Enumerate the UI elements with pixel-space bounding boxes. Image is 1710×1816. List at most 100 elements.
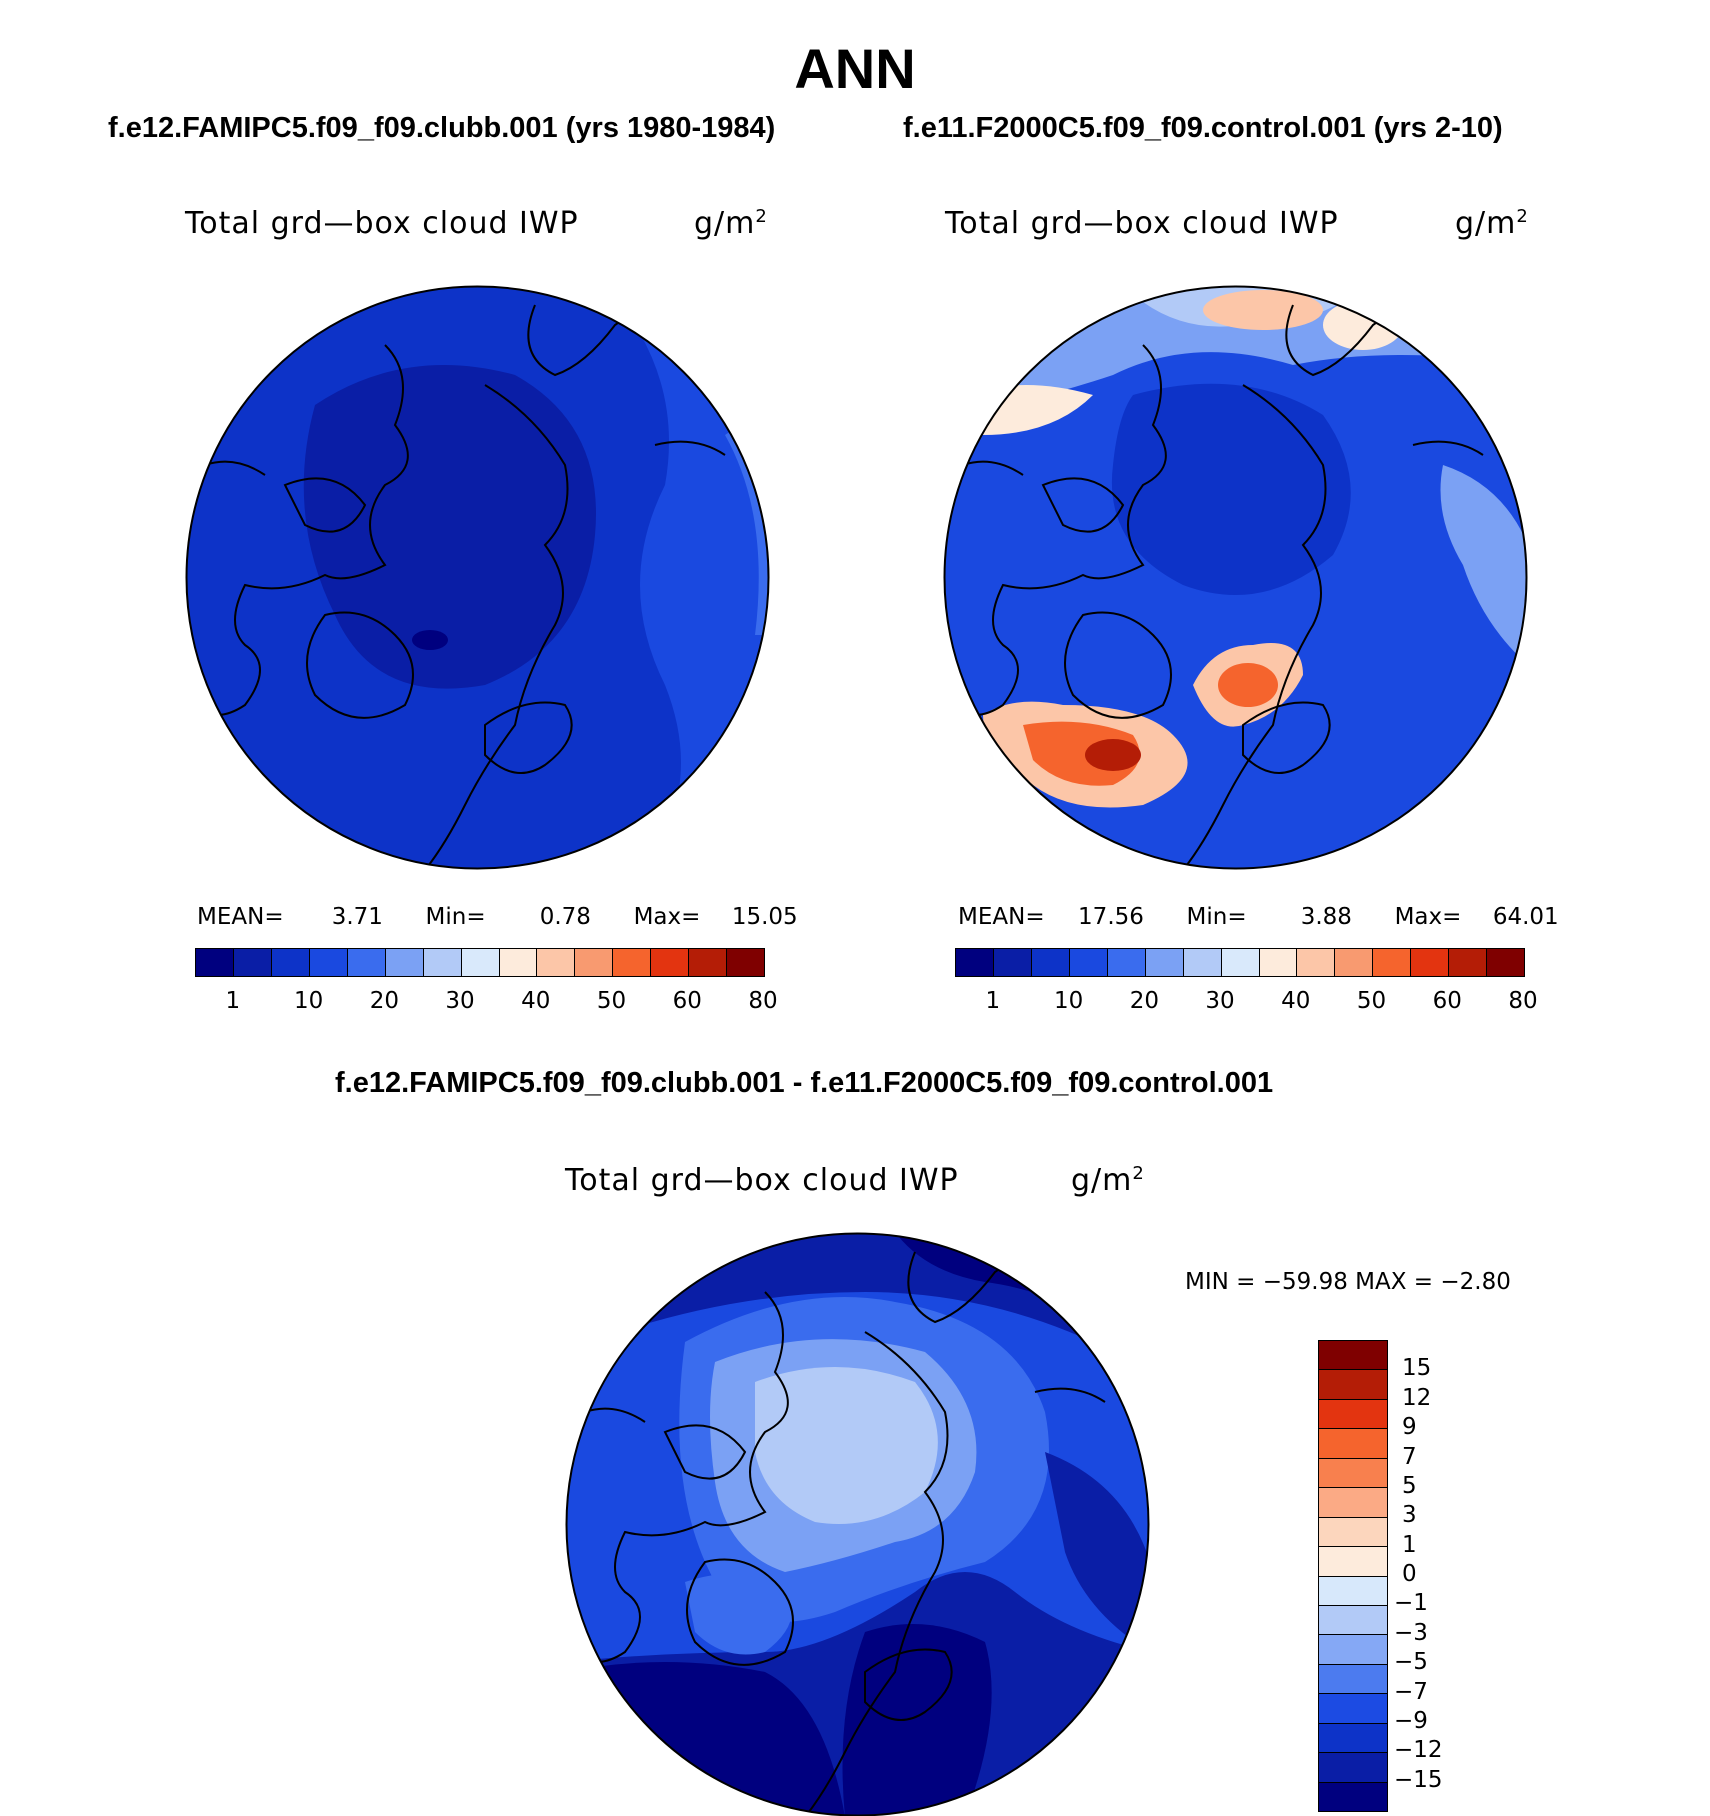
diff-colorbar-swatch bbox=[1319, 1517, 1387, 1548]
right-colorbar-swatch bbox=[993, 949, 1032, 976]
diff-colorbar-tick-label: 5 bbox=[1402, 1472, 1417, 1499]
diff-colorbar-swatch bbox=[1319, 1488, 1387, 1518]
diff-colorbar-tick-label: 12 bbox=[1402, 1384, 1432, 1411]
diff-colorbar-tick-label: −9 bbox=[1394, 1707, 1428, 1734]
diff-colorbar-tick-label: 3 bbox=[1402, 1502, 1417, 1529]
left-max-value: 15.05 bbox=[731, 904, 798, 930]
diff-colorbar-swatch bbox=[1319, 1694, 1387, 1724]
diff-colorbar-tick-label: −5 bbox=[1394, 1649, 1428, 1676]
diff-map-east bbox=[1045, 1452, 1149, 1652]
right-colorbar-swatch bbox=[1449, 949, 1488, 976]
right-colorbar-swatch bbox=[1031, 949, 1070, 976]
diff-case-title: f.e12.FAMIPC5.f09_f09.clubb.001 - f.e11.… bbox=[335, 1067, 1274, 1099]
right-min-value: 3.88 bbox=[1300, 904, 1352, 930]
right-colorbar-tick-label: 50 bbox=[1356, 988, 1387, 1014]
diff-colorbar-tick-label: 15 bbox=[1402, 1355, 1432, 1382]
diff-colorbar-swatch bbox=[1319, 1753, 1387, 1783]
diff-colorbar-tick-label: −3 bbox=[1394, 1619, 1428, 1646]
diff-map-south bbox=[842, 1624, 992, 1816]
right-colorbar-tick-label: 60 bbox=[1432, 988, 1462, 1014]
diff-colorbar-swatch bbox=[1319, 1547, 1387, 1577]
right-colorbar-swatch bbox=[1107, 949, 1146, 976]
left-variable-label: Total grd—box cloud IWP bbox=[185, 206, 579, 241]
right-min-label: Min= bbox=[1186, 904, 1247, 930]
right-max-label: Max= bbox=[1394, 904, 1462, 930]
right-coastlines bbox=[952, 286, 1484, 869]
right-colorbar-tick-label: 20 bbox=[1129, 988, 1159, 1014]
diff-colorbar-swatch bbox=[1319, 1782, 1387, 1811]
left-map-minimum bbox=[412, 630, 448, 650]
diff-colorbar-swatch bbox=[1319, 1664, 1387, 1695]
diff-map-greenland bbox=[685, 1574, 792, 1655]
right-colorbar-tick-label: 30 bbox=[1205, 988, 1235, 1014]
diff-colorbar-tick-label: 7 bbox=[1402, 1443, 1417, 1470]
diff-colorbar-swatch bbox=[1319, 1635, 1387, 1665]
diff-colorbar-swatch bbox=[1319, 1458, 1387, 1489]
right-map-max-atlantic bbox=[1085, 739, 1141, 771]
diff-colorbar-ticks: 15 12 9 7 5 3 1 0 −1 −3 −5 −7 −9 −12 −15 bbox=[1394, 1340, 1474, 1810]
right-variable-label: Total grd—box cloud IWP bbox=[945, 206, 1339, 241]
right-colorbar-swatch bbox=[1221, 949, 1260, 976]
left-colorbar-swatch bbox=[385, 949, 424, 976]
right-colorbar-tick-label: 1 bbox=[985, 988, 1001, 1014]
right-colorbar-swatch bbox=[1411, 949, 1450, 976]
diff-colorbar-tick-label: −15 bbox=[1394, 1766, 1443, 1793]
left-mean-value: 3.71 bbox=[331, 904, 383, 930]
right-map-warm-north bbox=[1203, 290, 1323, 330]
right-colorbar-swatch bbox=[1183, 949, 1222, 976]
left-polar-map bbox=[185, 285, 770, 870]
diff-colorbar-tick-label: −1 bbox=[1394, 1590, 1428, 1617]
left-colorbar-swatch bbox=[423, 949, 462, 976]
right-polar-map bbox=[943, 285, 1528, 870]
left-min-value: 0.78 bbox=[539, 904, 591, 930]
left-colorbar-tick-label: 40 bbox=[521, 988, 551, 1014]
left-colorbar-swatch bbox=[196, 949, 234, 976]
left-colorbar-swatch bbox=[309, 949, 348, 976]
diff-min-max: MIN = −59.98 MAX = −2.80 bbox=[1185, 1269, 1511, 1295]
left-colorbar-swatch bbox=[499, 949, 538, 976]
left-colorbar-swatch bbox=[347, 949, 386, 976]
diff-colorbar-swatch bbox=[1319, 1399, 1387, 1430]
left-colorbar-tick-label: 1 bbox=[225, 988, 241, 1014]
left-colorbar-tick-label: 60 bbox=[672, 988, 702, 1014]
left-colorbar-swatch bbox=[613, 949, 652, 976]
left-max-label: Max= bbox=[633, 904, 701, 930]
right-colorbar bbox=[955, 948, 1525, 977]
left-map-border bbox=[185, 285, 770, 870]
left-colorbar-tick-label: 50 bbox=[596, 988, 627, 1014]
diff-colorbar-swatch bbox=[1319, 1605, 1387, 1636]
diff-colorbar-swatch bbox=[1319, 1370, 1387, 1400]
left-min-label: Min= bbox=[425, 904, 486, 930]
right-colorbar-swatch bbox=[1069, 949, 1108, 976]
diff-colorbar bbox=[1318, 1340, 1388, 1812]
right-map-border bbox=[943, 285, 1528, 870]
left-colorbar-tick-label: 30 bbox=[445, 988, 475, 1014]
right-colorbar-tick-label: 10 bbox=[1053, 988, 1084, 1014]
figure-title: ANN bbox=[794, 37, 916, 100]
right-map-band-east bbox=[1440, 465, 1527, 665]
right-stats: MEAN= 17.56 Min= 3.88 Max= 64.01 bbox=[958, 904, 1559, 930]
diff-colorbar-tick-label: 9 bbox=[1402, 1414, 1417, 1441]
left-colorbar-swatch bbox=[271, 949, 310, 976]
diff-units-label: g/m2 bbox=[1071, 1163, 1145, 1198]
left-stats: MEAN= 3.71 Min= 0.78 Max= 15.05 bbox=[197, 904, 798, 930]
left-colorbar-swatch bbox=[727, 949, 765, 976]
right-colorbar-swatch bbox=[1373, 949, 1412, 976]
left-colorbar-tick-label: 10 bbox=[293, 988, 324, 1014]
diff-colorbar-tick-label: −7 bbox=[1394, 1678, 1428, 1705]
left-colorbar-tick-label: 80 bbox=[748, 988, 778, 1014]
left-colorbar-swatch bbox=[689, 949, 728, 976]
left-colorbar-swatch bbox=[537, 949, 576, 976]
right-mean-label: MEAN= bbox=[958, 904, 1045, 930]
diff-colorbar-tick-label: 0 bbox=[1402, 1561, 1417, 1587]
diff-colorbar-swatch bbox=[1319, 1723, 1387, 1754]
right-colorbar-swatch bbox=[956, 949, 994, 976]
right-map-core bbox=[1111, 383, 1351, 595]
left-units-label: g/m2 bbox=[694, 206, 768, 241]
diff-colorbar-swatch bbox=[1319, 1576, 1387, 1606]
diff-map-center bbox=[755, 1367, 938, 1524]
left-mean-label: MEAN= bbox=[197, 904, 284, 930]
right-map-warm-northeast bbox=[1323, 300, 1403, 350]
left-case-title: f.e12.FAMIPC5.f09_f09.clubb.001 (yrs 198… bbox=[108, 112, 776, 144]
right-case-title: f.e11.F2000C5.f09_f09.control.001 (yrs 2… bbox=[903, 112, 1503, 144]
